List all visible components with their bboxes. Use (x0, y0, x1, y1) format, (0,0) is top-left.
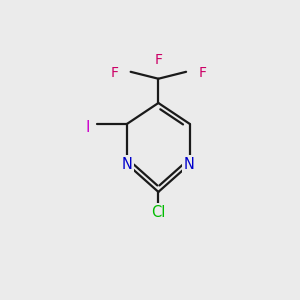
Text: Cl: Cl (151, 205, 166, 220)
Text: F: F (154, 53, 162, 67)
Text: F: F (110, 66, 118, 80)
Text: I: I (86, 120, 90, 135)
Text: F: F (198, 66, 206, 80)
Text: N: N (122, 157, 133, 172)
Text: N: N (184, 157, 195, 172)
